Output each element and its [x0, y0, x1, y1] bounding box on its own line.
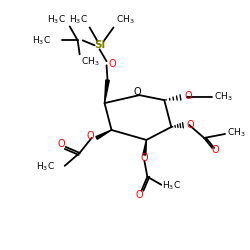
Text: O: O — [134, 87, 141, 97]
Text: O: O — [58, 139, 66, 149]
Text: O: O — [186, 120, 194, 130]
Polygon shape — [104, 80, 109, 103]
Text: H$_3$C: H$_3$C — [36, 160, 55, 173]
Text: H$_3$C: H$_3$C — [162, 180, 181, 192]
Text: CH$_3$: CH$_3$ — [214, 91, 233, 103]
Text: CH$_3$: CH$_3$ — [81, 55, 99, 68]
Text: CH$_3$: CH$_3$ — [227, 127, 246, 139]
Text: O: O — [136, 190, 143, 200]
Text: O: O — [108, 59, 116, 69]
Text: O: O — [184, 91, 192, 101]
Text: H$_3$C: H$_3$C — [47, 13, 66, 26]
Text: O: O — [87, 131, 94, 141]
Polygon shape — [143, 140, 146, 155]
Text: CH$_3$: CH$_3$ — [116, 13, 134, 26]
Text: H$_3$C: H$_3$C — [69, 13, 88, 26]
Text: O: O — [140, 153, 148, 163]
Polygon shape — [96, 130, 112, 139]
Text: Si: Si — [94, 40, 105, 50]
Text: O: O — [211, 145, 219, 155]
Text: H$_3$C: H$_3$C — [32, 34, 51, 46]
